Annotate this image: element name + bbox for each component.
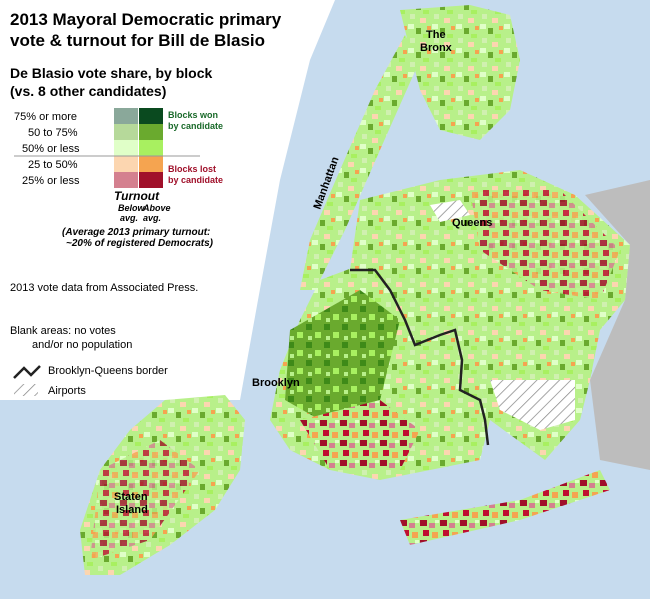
legend-row: 75% or more (14, 111, 77, 123)
border-label: Brooklyn-Queens border (48, 365, 168, 377)
place-label: Island (116, 504, 148, 516)
legend-lost: Blocks lost (168, 164, 216, 174)
place-label: Staten (114, 491, 148, 503)
long-island (585, 180, 650, 470)
source: 2013 vote data from Associated Press. (10, 282, 198, 294)
legend-turnout: Turnout (114, 189, 160, 203)
legend-won: by candidate (168, 121, 223, 131)
legend-row: 25 to 50% (28, 159, 78, 171)
blank-note: Blank areas: no votes (10, 325, 116, 337)
subtitle: (vs. 8 other candidates) (10, 83, 166, 99)
place-label: Queens (452, 217, 492, 229)
legend-above: avg. (143, 213, 161, 223)
rockaway (400, 470, 610, 545)
bronx (400, 5, 520, 140)
legend-won: Blocks won (168, 110, 218, 120)
legend-lost: by candidate (168, 175, 223, 185)
airport-jfk (490, 380, 575, 430)
airports-label: Airports (48, 385, 86, 397)
brooklyn-queens-border (350, 268, 490, 446)
legend-row: 50% or less (22, 143, 80, 155)
place-label: Bronx (420, 42, 453, 54)
airport-key (14, 384, 38, 396)
legend-row: 50 to 75% (28, 127, 78, 139)
title: vote & turnout for Bill de Blasio (10, 31, 265, 50)
manhattan (300, 35, 420, 290)
airport-lga (430, 200, 470, 222)
border-key (13, 365, 41, 379)
legend-area (0, 0, 335, 400)
legend-average: (Average 2013 primary turnout: (62, 227, 210, 238)
brooklyn-won (285, 290, 400, 420)
legend-above: Above (142, 203, 171, 213)
legend-average: ~20% of registered Democrats) (66, 238, 214, 249)
legend-below: Below (118, 203, 146, 213)
queens-lost (470, 190, 620, 300)
legend-swatches (14, 108, 200, 188)
title: 2013 Mayoral Democratic primary (10, 10, 282, 29)
legend-row: 25% or less (22, 175, 80, 187)
staten-island-lost (90, 440, 200, 560)
subtitle: De Blasio vote share, by block (10, 65, 213, 81)
place-label: The (426, 29, 446, 41)
brooklyn-lost (300, 400, 420, 470)
legend-below: avg. (120, 213, 138, 223)
place-label: Brooklyn (252, 377, 300, 389)
blank-note: and/or no population (32, 339, 132, 351)
